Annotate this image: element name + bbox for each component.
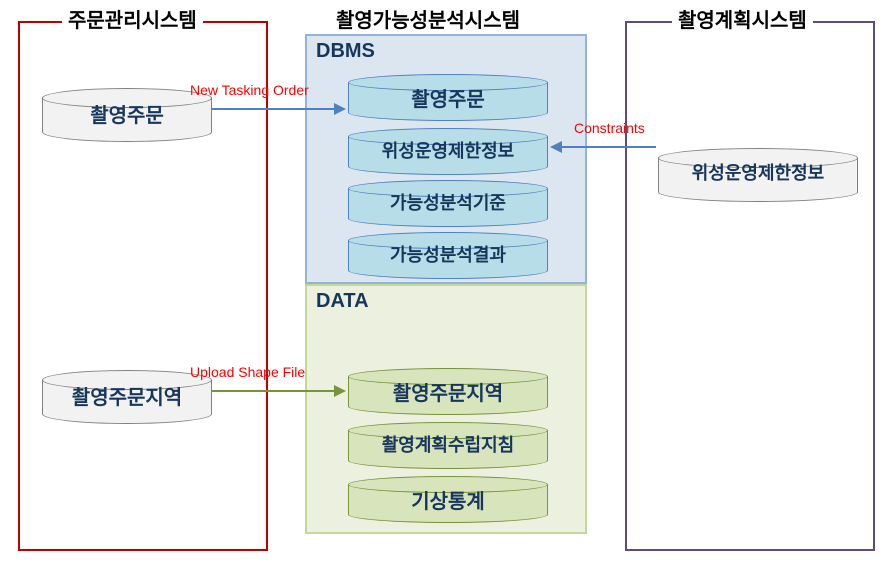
arrow-head-a2 bbox=[334, 385, 346, 397]
cylinder-left1: 촬영주문 bbox=[42, 88, 212, 152]
arrow-head-a1 bbox=[334, 103, 346, 115]
cylinder-dbms2: 위성운영제한정보 bbox=[348, 128, 548, 183]
cylinder-label-dbms3: 가능성분석기준 bbox=[348, 189, 548, 215]
cylinder-data1: 촬영주문지역 bbox=[348, 368, 548, 423]
cylinder-dbms4: 가능성분석결과 bbox=[348, 232, 548, 287]
arrow-line-a3 bbox=[560, 146, 656, 148]
arrow-label-a1: New Tasking Order bbox=[190, 82, 309, 98]
cylinder-label-left2: 촬영주문지역 bbox=[42, 381, 212, 410]
cylinder-data2: 촬영계획수립지침 bbox=[348, 422, 548, 477]
left-system-title: 주문관리시스템 bbox=[62, 4, 203, 33]
cylinder-label-dbms1: 촬영주문 bbox=[348, 83, 548, 112]
data-title: DATA bbox=[316, 290, 369, 313]
dbms-title: DBMS bbox=[316, 40, 375, 63]
center-system-title: 촬영가능성분석시스템 bbox=[330, 4, 526, 33]
cylinder-label-data3: 기상통계 bbox=[348, 485, 548, 514]
cylinder-label-left1: 촬영주문 bbox=[42, 99, 212, 128]
arrow-label-a3: Constraints bbox=[574, 120, 645, 136]
right-system-title: 촬영계획시스템 bbox=[672, 4, 813, 33]
cylinder-label-data2: 촬영계획수립지침 bbox=[348, 431, 548, 457]
arrow-line-a1 bbox=[212, 108, 336, 110]
cylinder-dbms3: 가능성분석기준 bbox=[348, 180, 548, 235]
cylinder-dbms1: 촬영주문 bbox=[348, 74, 548, 129]
right-system-box bbox=[625, 21, 875, 551]
cylinder-right1: 위성운영제한정보 bbox=[658, 148, 858, 212]
cylinder-left2: 촬영주문지역 bbox=[42, 370, 212, 434]
cylinder-data3: 기상통계 bbox=[348, 476, 548, 531]
cylinder-label-data1: 촬영주문지역 bbox=[348, 377, 548, 406]
arrow-line-a2 bbox=[212, 390, 336, 392]
cylinder-label-dbms2: 위성운영제한정보 bbox=[348, 137, 548, 163]
arrow-head-a3 bbox=[550, 141, 562, 153]
arrow-label-a2: Upload Shape File bbox=[190, 364, 305, 380]
cylinder-label-right1: 위성운영제한정보 bbox=[658, 159, 858, 185]
cylinder-label-dbms4: 가능성분석결과 bbox=[348, 241, 548, 267]
